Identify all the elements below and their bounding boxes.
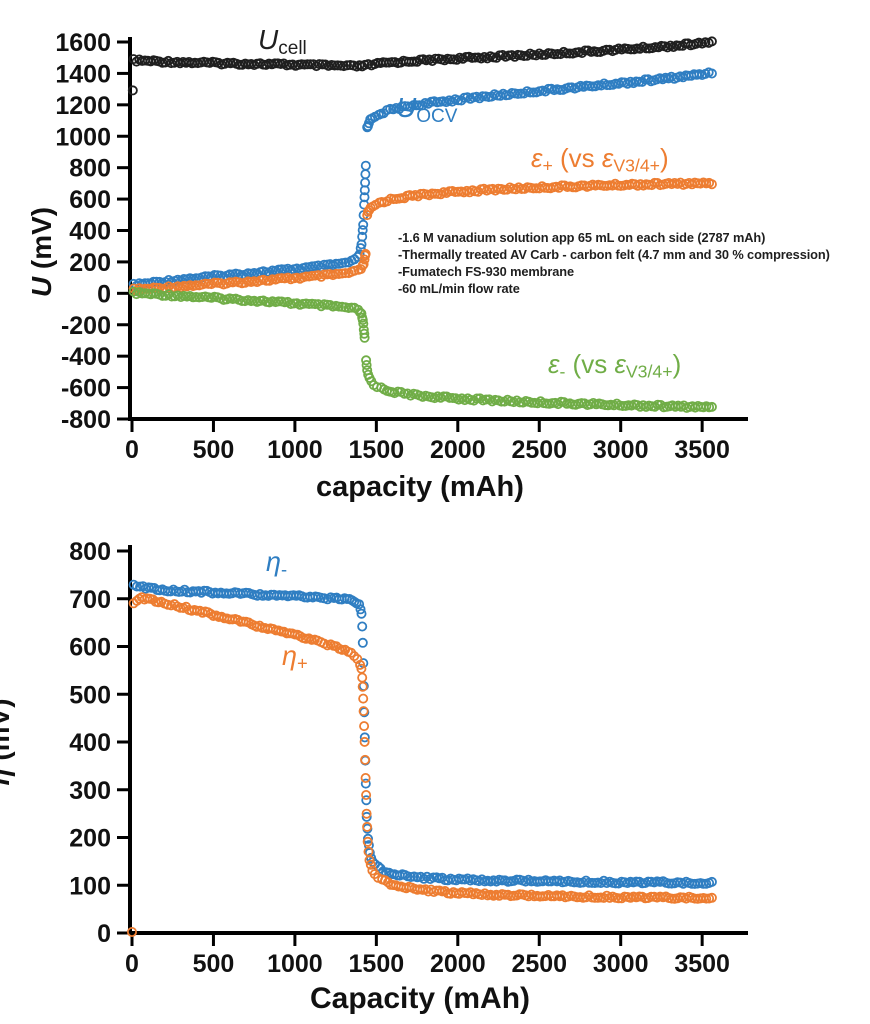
x-tick-label: 3500 — [674, 950, 730, 978]
y-tick-label: 200 — [69, 249, 111, 277]
y-tick-label: 200 — [69, 825, 111, 853]
x-tick-label: 1000 — [267, 436, 323, 464]
x-tick-label: 2500 — [511, 436, 567, 464]
series-label-eta-minus: η- — [266, 547, 288, 580]
y-tick-label: 400 — [69, 729, 111, 757]
y-tick-label: 500 — [69, 681, 111, 709]
annotation-line: -Fumatech FS-930 membrane — [398, 264, 575, 279]
series-label-eps-minus: ε- (vs εV3/4+) — [548, 349, 682, 382]
y-tick-label: -800 — [61, 406, 111, 434]
top-x-axis-title: capacity (mAh) — [316, 471, 524, 503]
series-eps_minus — [128, 286, 717, 413]
x-tick-label: 3000 — [593, 436, 649, 464]
x-tick-label: 1000 — [267, 950, 323, 978]
top-y-axis-title-symbol: U — [26, 276, 57, 298]
x-tick-label: 3500 — [674, 436, 730, 464]
y-tick-label: 1000 — [55, 123, 111, 151]
y-tick-label: -600 — [61, 375, 111, 403]
y-tick-label: 800 — [69, 155, 111, 183]
y-tick-label: 700 — [69, 586, 111, 614]
x-tick-label: 1500 — [349, 436, 405, 464]
series-label-eps-plus: ε+ (vs εV3/4+) — [531, 143, 669, 176]
y-tick-label: -200 — [61, 312, 111, 340]
top-y-axis-title: U (mV) — [26, 207, 58, 297]
bottom-y-axis-title-unit: (mV) — [0, 698, 15, 761]
x-tick-label: 2500 — [511, 950, 567, 978]
y-tick-label: 100 — [69, 872, 111, 900]
x-tick-label: 500 — [193, 950, 235, 978]
series-eta_minus — [128, 579, 717, 889]
annotation-line: -1.6 M vanadium solution app 65 mL on ea… — [398, 230, 766, 245]
x-tick-label: 0 — [125, 436, 139, 464]
series-label-u-cell: Ucell — [258, 24, 307, 59]
y-tick-label: 400 — [69, 218, 111, 246]
experiment-annotation: -1.6 M vanadium solution app 65 mL on ea… — [398, 229, 830, 297]
y-tick-label: 1400 — [55, 60, 111, 88]
series-eps_plus — [128, 177, 717, 296]
annotation-line: -60 mL/min flow rate — [398, 281, 520, 296]
y-tick-label: 1600 — [55, 29, 111, 57]
bottom-x-axis-title: Capacity (mAh) — [309, 982, 531, 1015]
x-tick-label: 1500 — [349, 950, 405, 978]
y-tick-label: 0 — [97, 920, 111, 948]
bottom-y-axis-title: η (mV) — [0, 698, 16, 785]
series-U_cell — [127, 36, 717, 96]
top-y-axis-title-unit: (mV) — [26, 206, 57, 277]
x-tick-label: 0 — [125, 950, 139, 978]
y-tick-label: 1200 — [55, 92, 111, 120]
x-tick-label: 2000 — [430, 436, 486, 464]
x-tick-label: 500 — [193, 436, 235, 464]
y-tick-label: 0 — [97, 280, 111, 308]
series-label-eta-plus: η+ — [282, 641, 308, 674]
annotation-line: -Thermally treated AV Carb - carbon felt… — [398, 247, 830, 262]
x-tick-label: 2000 — [430, 950, 486, 978]
y-tick-label: 300 — [69, 777, 111, 805]
chart-0: 16001400120010008006004002000-200-400-60… — [55, 29, 748, 464]
series-label-u-ocv: UOCV — [396, 92, 458, 127]
x-tick-label: 3000 — [593, 950, 649, 978]
y-tick-label: -400 — [61, 343, 111, 371]
series-eta_plus — [127, 592, 717, 938]
y-tick-label: 800 — [69, 538, 111, 566]
y-tick-label: 600 — [69, 634, 111, 662]
y-tick-label: 600 — [69, 186, 111, 214]
bottom-y-axis-title-symbol: η — [0, 768, 15, 785]
